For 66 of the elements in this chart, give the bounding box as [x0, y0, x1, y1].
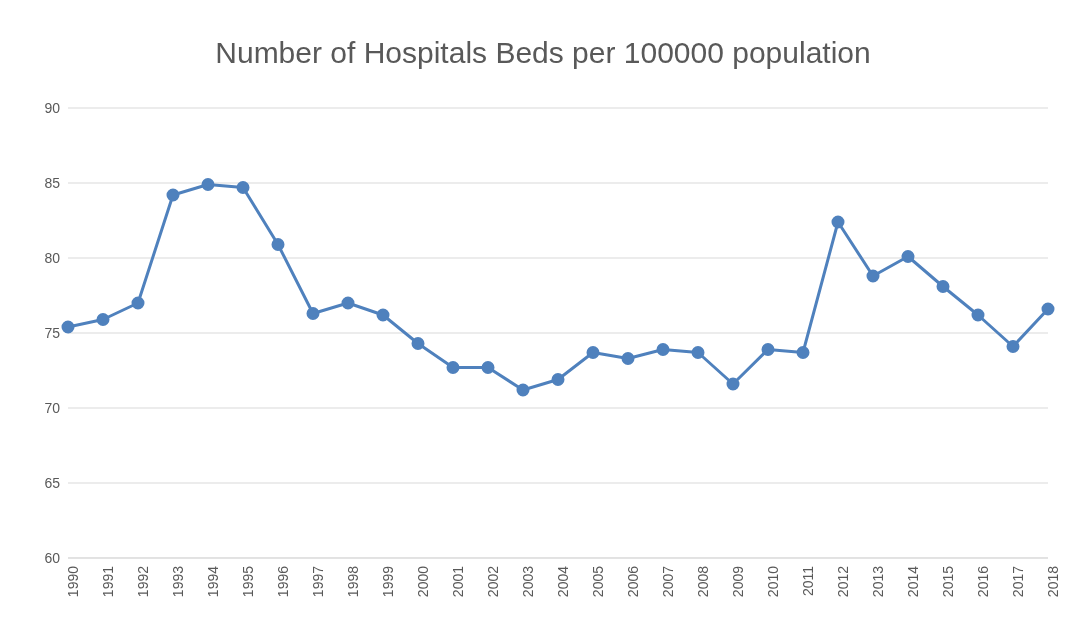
y-tick-label: 90 — [44, 99, 61, 116]
x-tick-label: 2009 — [729, 565, 746, 598]
point — [1006, 340, 1020, 353]
x-tick-label: 2018 — [1044, 565, 1061, 598]
point — [446, 361, 460, 374]
point — [936, 280, 950, 293]
x-tick-label: 1992 — [134, 565, 151, 598]
point — [1041, 302, 1055, 316]
point — [131, 296, 145, 310]
point — [271, 238, 285, 251]
x-tick-label: 2001 — [449, 565, 466, 598]
point — [96, 313, 110, 326]
y-tick-label: 85 — [44, 174, 61, 191]
x-tick-label: 2002 — [484, 565, 501, 598]
x-tick-label: 1997 — [309, 565, 326, 598]
x-tick-label: 1991 — [99, 565, 116, 598]
x-tick-label: 2003 — [519, 565, 536, 598]
x-tick-label: 1996 — [274, 565, 291, 598]
x-tick-label: 2004 — [554, 565, 571, 598]
point — [516, 383, 530, 397]
x-tick-label: 2007 — [659, 565, 676, 598]
x-tick-label: 1990 — [64, 565, 81, 598]
point — [621, 352, 635, 365]
x-tick-label: 2012 — [834, 565, 851, 598]
x-tick-label: 2010 — [764, 565, 781, 598]
point — [831, 215, 845, 229]
x-tick-label: 1998 — [344, 565, 361, 598]
point — [586, 346, 600, 359]
y-tick-label: 80 — [44, 249, 61, 266]
point — [61, 320, 75, 334]
point — [551, 373, 565, 386]
x-tick-label: 2000 — [414, 565, 431, 598]
point — [901, 250, 915, 263]
chart-title: Number of Hospitals Beds per 100000 population — [214, 35, 872, 71]
x-tick-label: 1993 — [169, 565, 186, 598]
point — [866, 269, 880, 283]
point — [411, 337, 425, 350]
y-tick-label: 75 — [44, 324, 61, 341]
x-tick-label: 2017 — [1009, 565, 1026, 598]
point — [236, 181, 250, 194]
x-tick-label: 2006 — [624, 565, 641, 598]
x-tick-label: 2014 — [904, 565, 921, 598]
x-tick-label: 2005 — [589, 565, 606, 598]
point — [376, 308, 390, 322]
point — [761, 343, 775, 356]
x-tick-label: 1994 — [204, 565, 221, 598]
y-tick-label: 60 — [44, 549, 61, 566]
x-tick-label: 2013 — [869, 565, 886, 598]
point — [656, 343, 670, 356]
x-tick-label: 1999 — [379, 565, 396, 598]
point — [726, 377, 740, 391]
x-tick-label: 2008 — [694, 565, 711, 598]
point — [481, 361, 495, 374]
y-tick-label: 70 — [44, 399, 61, 416]
x-tick-label: 1995 — [239, 565, 256, 598]
x-tick-label: 2016 — [974, 565, 991, 598]
x-tick-label: 2011 — [799, 565, 816, 597]
x-tick-label: 2015 — [939, 565, 956, 598]
point — [691, 346, 705, 359]
point — [341, 296, 355, 310]
point — [201, 178, 215, 191]
y-tick-label: 65 — [44, 474, 61, 491]
point — [306, 307, 320, 320]
point — [796, 346, 810, 359]
point — [166, 188, 180, 202]
point — [971, 308, 985, 322]
